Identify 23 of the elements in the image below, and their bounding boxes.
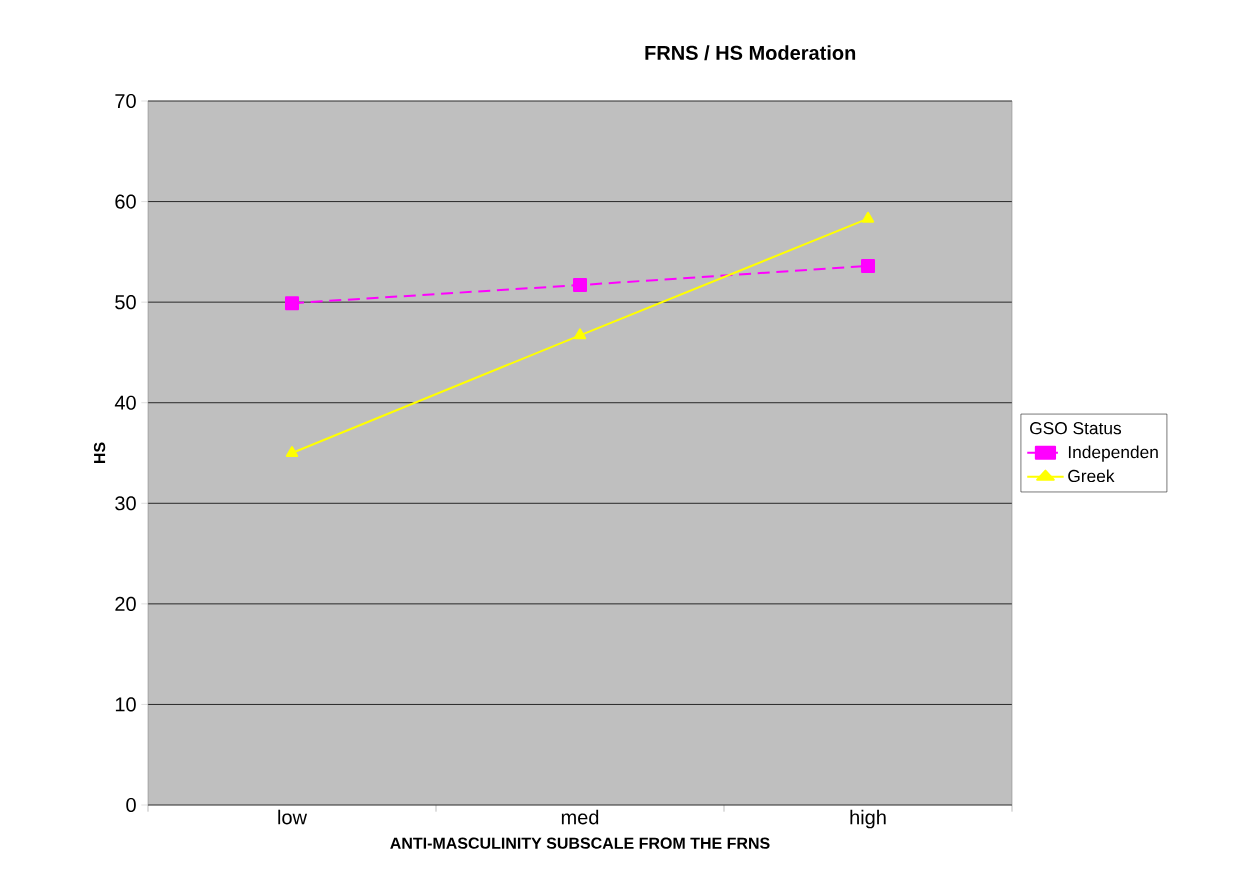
y-tick-label: 30: [115, 496, 136, 511]
y-axis-title: HS: [93, 442, 106, 464]
point: [861, 211, 875, 223]
point: [861, 258, 876, 273]
chart-title: FRNS / HS Moderation: [645, 45, 856, 61]
x-axis-title: ANTI-MASCULINITY SUBSCALE FROM THE FRNS: [390, 837, 770, 849]
y-tick-label: 60: [115, 194, 136, 209]
legend-title: GSO Status: [1030, 422, 1122, 435]
point: [573, 328, 587, 340]
point: [285, 296, 300, 311]
legend-label: Independen: [1068, 445, 1158, 462]
y-tick-label: 0: [126, 797, 136, 813]
y-tick-label: 20: [115, 596, 136, 611]
y-tick-label: 40: [114, 395, 136, 410]
y-tick-label: 10: [115, 697, 136, 712]
x-tick-label: high: [850, 809, 886, 829]
point: [573, 278, 587, 293]
point: [285, 446, 299, 458]
y-tick-label: 50: [115, 295, 136, 310]
x-tick-label: med: [561, 809, 599, 825]
legend-label: Greek: [1068, 469, 1115, 483]
y-tick-label: 70: [115, 93, 136, 109]
x-tick-label: low: [278, 809, 308, 825]
